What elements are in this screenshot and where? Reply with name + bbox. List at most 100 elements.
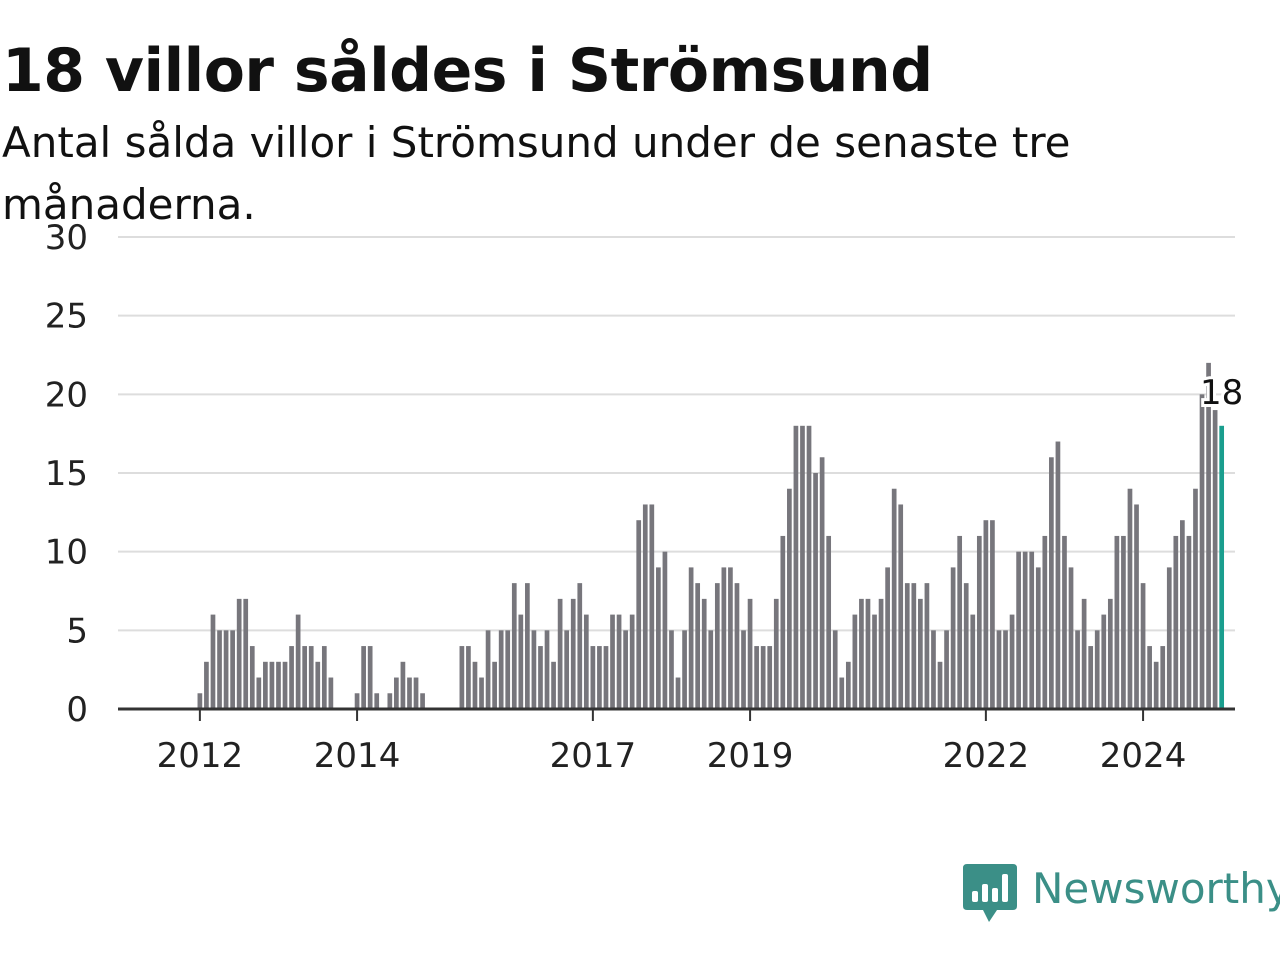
bar [787,488,792,709]
bar [597,646,602,709]
bar [1134,504,1139,709]
bar [826,535,832,709]
bar [295,614,301,709]
bar [1042,535,1048,709]
bar [852,614,858,709]
bar [1081,598,1087,709]
bar [610,614,615,709]
bar [970,614,976,709]
bar [642,504,648,709]
y-tick-label: 10 [45,533,88,573]
bar [1199,394,1205,709]
bar [420,693,425,709]
bar [282,661,288,709]
bar [485,630,491,709]
bar [269,661,275,709]
bar [904,583,910,709]
bar [400,661,406,709]
bar [990,520,995,709]
bar [1049,457,1054,709]
bar [865,598,871,709]
bar [878,598,884,709]
bar [387,693,393,709]
bar [832,630,838,709]
bar [223,630,229,709]
bar [505,630,511,709]
bar [695,583,701,709]
bar [976,535,982,709]
bar [570,598,576,709]
bar [754,646,759,709]
bar [1062,535,1067,709]
bar [518,614,524,709]
bar [1173,535,1179,709]
bar [1166,567,1172,709]
bar [616,614,622,709]
bar [230,630,235,709]
bar [531,630,537,709]
bar [1107,598,1113,709]
bar [806,425,812,709]
bar [872,614,877,709]
last-value-annotation: 18 [1197,370,1246,416]
highlighted-bar [1219,425,1225,709]
bar [734,583,740,709]
bar [675,677,681,709]
bar [236,598,242,709]
bar [590,646,596,709]
y-tick-label: 25 [45,297,88,337]
bar [669,630,674,709]
bar [1153,661,1159,709]
bar [714,583,720,709]
bar [197,693,203,709]
bar [957,535,963,709]
bar [321,646,327,709]
bar [996,630,1002,709]
bar [918,598,923,709]
y-tick-label: 20 [45,375,88,415]
bar [944,630,949,709]
bar [1022,551,1028,709]
bar [1094,630,1100,709]
gridlines [118,236,1235,632]
bar [479,677,484,709]
bar [636,520,642,709]
bar [1068,567,1074,709]
y-tick-label: 15 [45,454,88,494]
bar [538,646,543,709]
bar [498,630,504,709]
x-tick-label: 2012 [157,736,244,776]
x-tick-label: 2019 [707,736,794,776]
bar [629,614,635,709]
bar [557,598,563,709]
bar [845,661,851,709]
bar [525,583,530,709]
x-tick-label: 2017 [550,736,637,776]
bar [413,677,419,709]
bar [773,598,779,709]
bar [302,646,308,709]
bar [898,504,904,709]
bar [1140,583,1146,709]
y-tick-label: 5 [66,611,88,651]
brand-name: Newsworthy [1032,864,1280,913]
x-tick-label: 2022 [943,736,1030,776]
bars [197,362,1225,709]
bar [701,598,707,709]
bar [374,693,380,709]
bar [551,661,556,709]
y-tick-label: 30 [45,218,88,258]
bar [511,583,517,709]
bar [721,567,727,709]
bar [472,661,478,709]
bar [950,567,956,709]
bar [263,661,268,709]
bar [1055,441,1061,709]
bar [760,646,766,709]
bar [1101,614,1107,709]
bar [859,598,864,709]
bar [315,661,321,709]
x-tick-label: 2024 [1100,736,1187,776]
bar [564,630,570,709]
